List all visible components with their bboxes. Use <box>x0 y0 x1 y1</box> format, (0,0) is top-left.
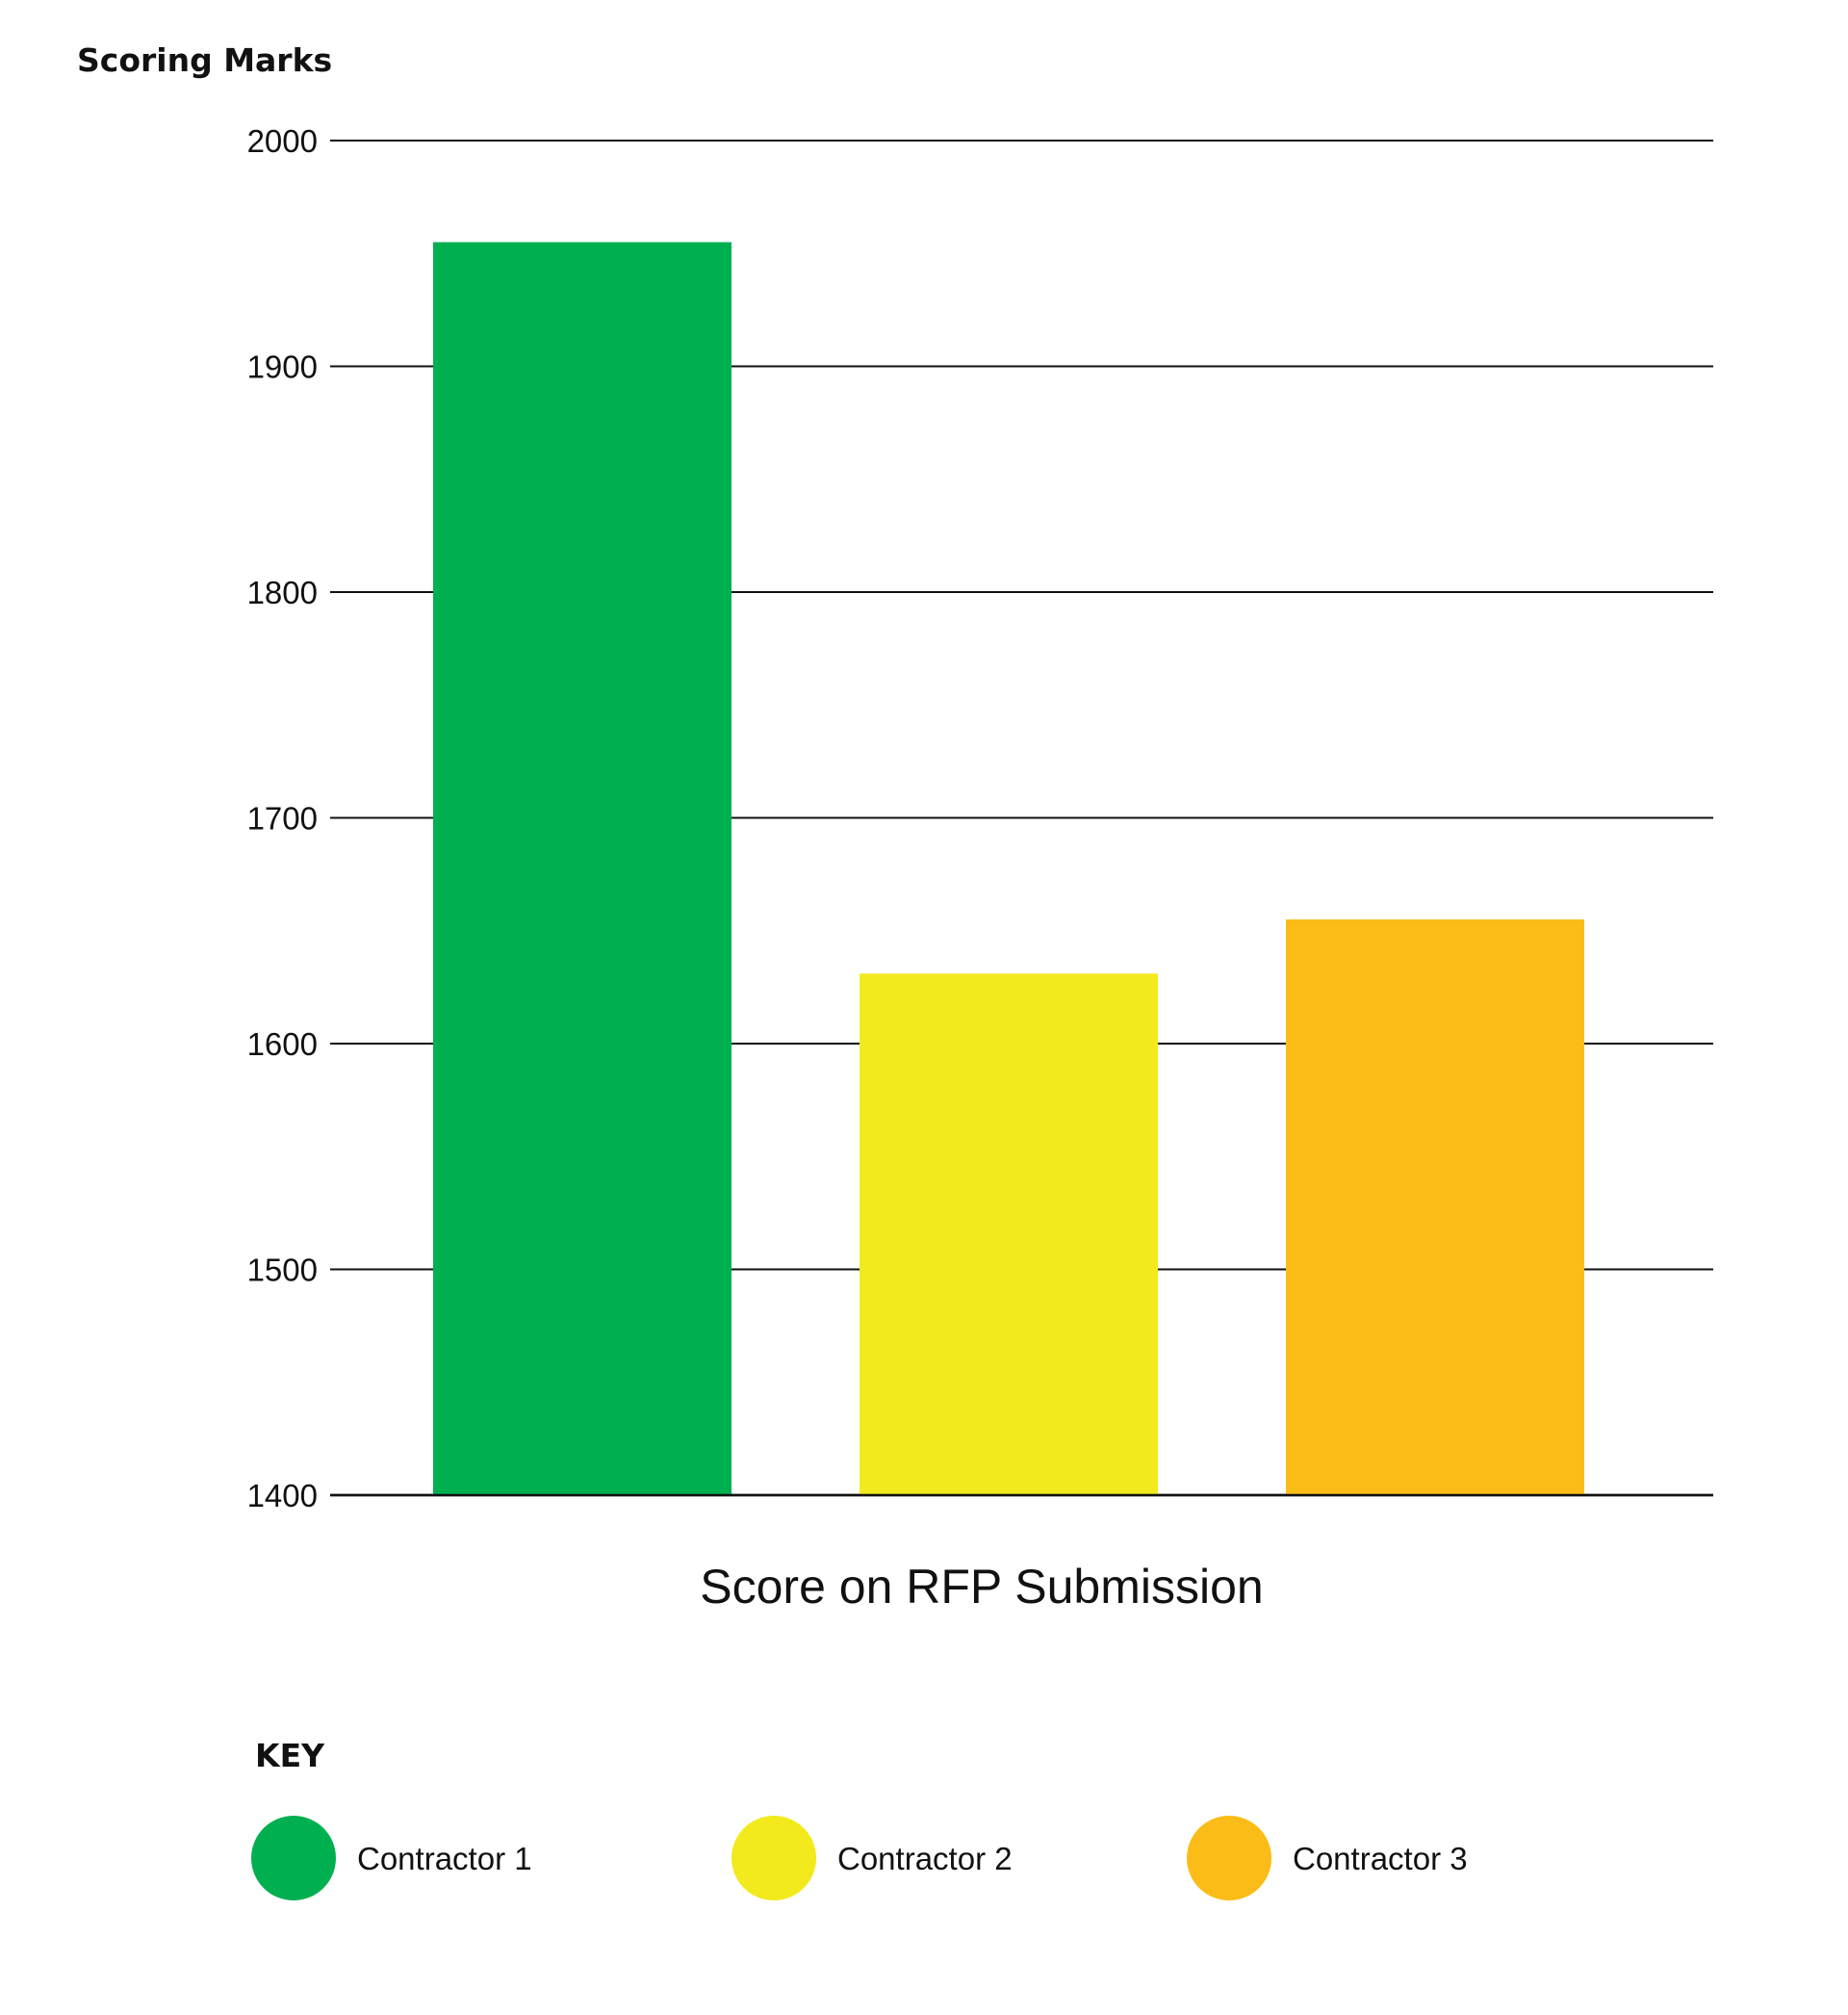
legend-label-1: Contractor 1 <box>357 1841 532 1876</box>
legend-label-3: Contractor 3 <box>1293 1841 1468 1876</box>
legend: Contractor 1 Contractor 2 Contractor 3 <box>251 1816 1468 1900</box>
y-tick-label-1800: 1800 <box>247 575 318 610</box>
y-tick-label-1600: 1600 <box>247 1026 318 1062</box>
legend-swatch-1 <box>251 1816 336 1900</box>
y-axis-label: Scoring Marks <box>77 41 332 79</box>
y-tick-label-1400: 1400 <box>247 1478 318 1513</box>
y-tick-label-1900: 1900 <box>247 349 318 385</box>
bar-1 <box>433 242 732 1495</box>
legend-swatch-3 <box>1187 1816 1271 1900</box>
legend-title: KEY <box>255 1737 325 1774</box>
x-axis-label: Score on RFP Submission <box>700 1560 1263 1614</box>
legend-swatch-2 <box>732 1816 816 1900</box>
bar-2 <box>860 973 1158 1495</box>
y-tick-label-1500: 1500 <box>247 1253 318 1288</box>
y-tick-labels: 1400 1500 1600 1700 1800 1900 2000 <box>247 123 318 1513</box>
bar-3 <box>1286 919 1584 1495</box>
y-tick-label-1700: 1700 <box>247 801 318 837</box>
bars <box>330 242 1713 1497</box>
legend-label-2: Contractor 2 <box>837 1841 1013 1876</box>
y-tick-label-2000: 2000 <box>247 123 318 159</box>
